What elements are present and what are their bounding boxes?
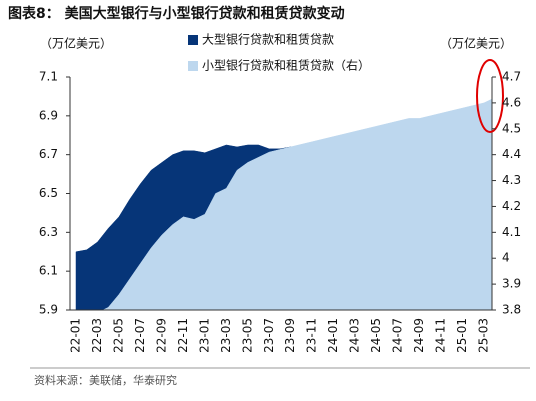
x-tick-label: 24-11 [434, 318, 448, 353]
x-tick-label: 24-03 [348, 318, 362, 353]
x-tick-label: 23-01 [197, 318, 211, 353]
y2-tick-label: 4.5 [502, 121, 521, 135]
y2-tick-label: 3.8 [502, 303, 521, 317]
x-tick-label: 25-03 [477, 318, 491, 353]
x-tick-label: 22-01 [69, 318, 83, 353]
y-tick-label: 5.9 [39, 303, 58, 317]
x-tick-label: 23-09 [283, 318, 297, 353]
y2-tick-label: 4.2 [502, 199, 521, 213]
x-tick-label: 24-01 [326, 318, 340, 353]
x-tick-label: 24-09 [412, 318, 426, 353]
y-tick-label: 6.3 [39, 225, 58, 239]
area [102, 98, 492, 310]
y2-tick-label: 4 [502, 251, 510, 265]
x-tick-label: 22-11 [176, 318, 190, 353]
x-tick-label: 25-01 [455, 318, 469, 353]
x-tick-label: 24-05 [369, 318, 383, 353]
y2-tick-label: 4.3 [502, 173, 521, 187]
chart-title: 图表8： 美国大型银行与小型银行贷款和租赁贷款变动 [8, 5, 345, 22]
y-tick-label: 6.5 [39, 186, 58, 200]
y2-tick-label: 4.4 [502, 147, 521, 161]
y-tick-label: 6.9 [39, 108, 58, 122]
y2-tick-label: 3.9 [502, 277, 521, 291]
x-tick-label: 22-07 [133, 318, 147, 353]
y-tick-label: 6.7 [39, 147, 58, 161]
x-tick-label: 23-05 [240, 318, 254, 353]
x-tick-label: 22-09 [154, 318, 168, 353]
plot-area [75, 98, 492, 310]
x-tick-label: 22-03 [90, 318, 104, 353]
legend-label: 大型银行贷款和租赁贷款 [202, 33, 334, 47]
y-tick-label: 6.1 [39, 264, 58, 278]
legend-swatch [188, 35, 198, 45]
x-tick-label: 23-11 [305, 318, 319, 353]
y2-tick-label: 4.1 [502, 225, 521, 239]
y2-tick-label: 4.7 [502, 70, 521, 84]
x-tick-label: 22-05 [111, 318, 125, 353]
y-tick-label: 7.1 [39, 70, 58, 84]
x-tick-label: 23-03 [219, 318, 233, 353]
legend-swatch [188, 61, 198, 71]
highlight-ellipse [476, 59, 504, 133]
y2-axis-label: （万亿美元） [440, 36, 512, 51]
legend-label: 小型银行贷款和租赁贷款（右） [202, 58, 370, 73]
y2-tick-label: 4.6 [502, 95, 521, 109]
y-axis-label: （万亿美元） [40, 36, 112, 51]
x-tick-label: 24-07 [391, 318, 405, 353]
source: 资料来源：美联储，华泰研究 [34, 373, 177, 387]
x-tick-label: 23-07 [262, 318, 276, 353]
